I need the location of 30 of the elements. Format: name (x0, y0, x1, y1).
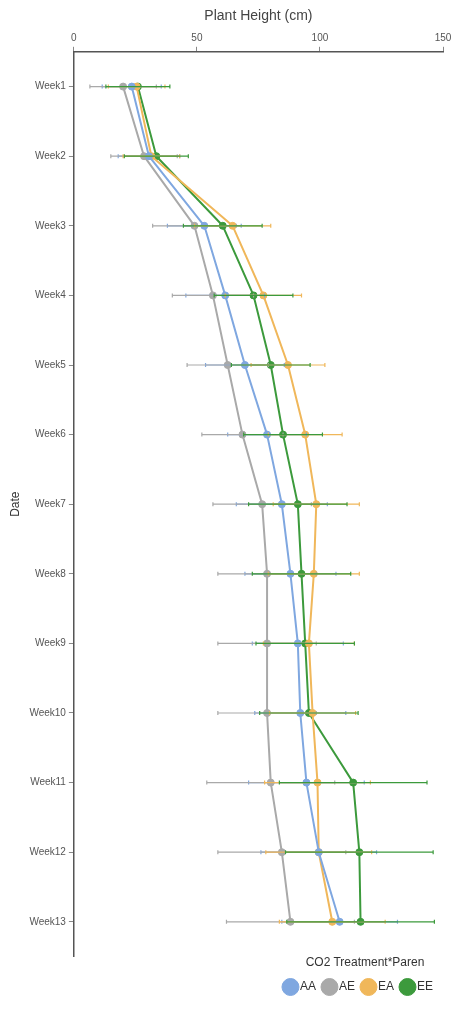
point (349, 778, 358, 787)
legend-label: AA (299, 979, 316, 994)
legend-label: EA (377, 979, 394, 994)
point (355, 848, 364, 857)
y-tick-label: Week7 (34, 497, 67, 509)
legend-title: CO2 Treatment*Paren (305, 954, 425, 969)
y-tick-label: Week2 (34, 149, 67, 161)
y-tick-label: Week3 (34, 219, 67, 231)
y-tick-label: Week6 (34, 428, 67, 440)
point (293, 500, 302, 509)
y-tick-label: Week1 (34, 80, 67, 92)
x-tick-label: 150 (434, 31, 452, 43)
y-tick-label: Week10 (29, 706, 67, 718)
y-tick-label: Week9 (34, 637, 67, 649)
point (297, 569, 306, 578)
x-tick-label: 100 (311, 31, 329, 43)
point (218, 221, 227, 230)
x-axis-title: Plant Height (cm) (204, 7, 313, 24)
y-tick-label: Week13 (29, 915, 67, 927)
y-tick-label: Week11 (30, 776, 67, 788)
y-axis-title: Date (7, 491, 22, 517)
y-tick-label: Week5 (34, 358, 67, 370)
x-tick-label: 50 (191, 31, 203, 43)
point (356, 917, 365, 926)
y-tick-label: Week12 (29, 845, 67, 857)
legend-label: EE (416, 979, 434, 994)
y-tick-label: Week4 (34, 289, 67, 301)
legend-label: AE (338, 979, 355, 994)
x-tick-label: 0 (71, 31, 78, 43)
y-tick-label: Week8 (34, 567, 67, 579)
